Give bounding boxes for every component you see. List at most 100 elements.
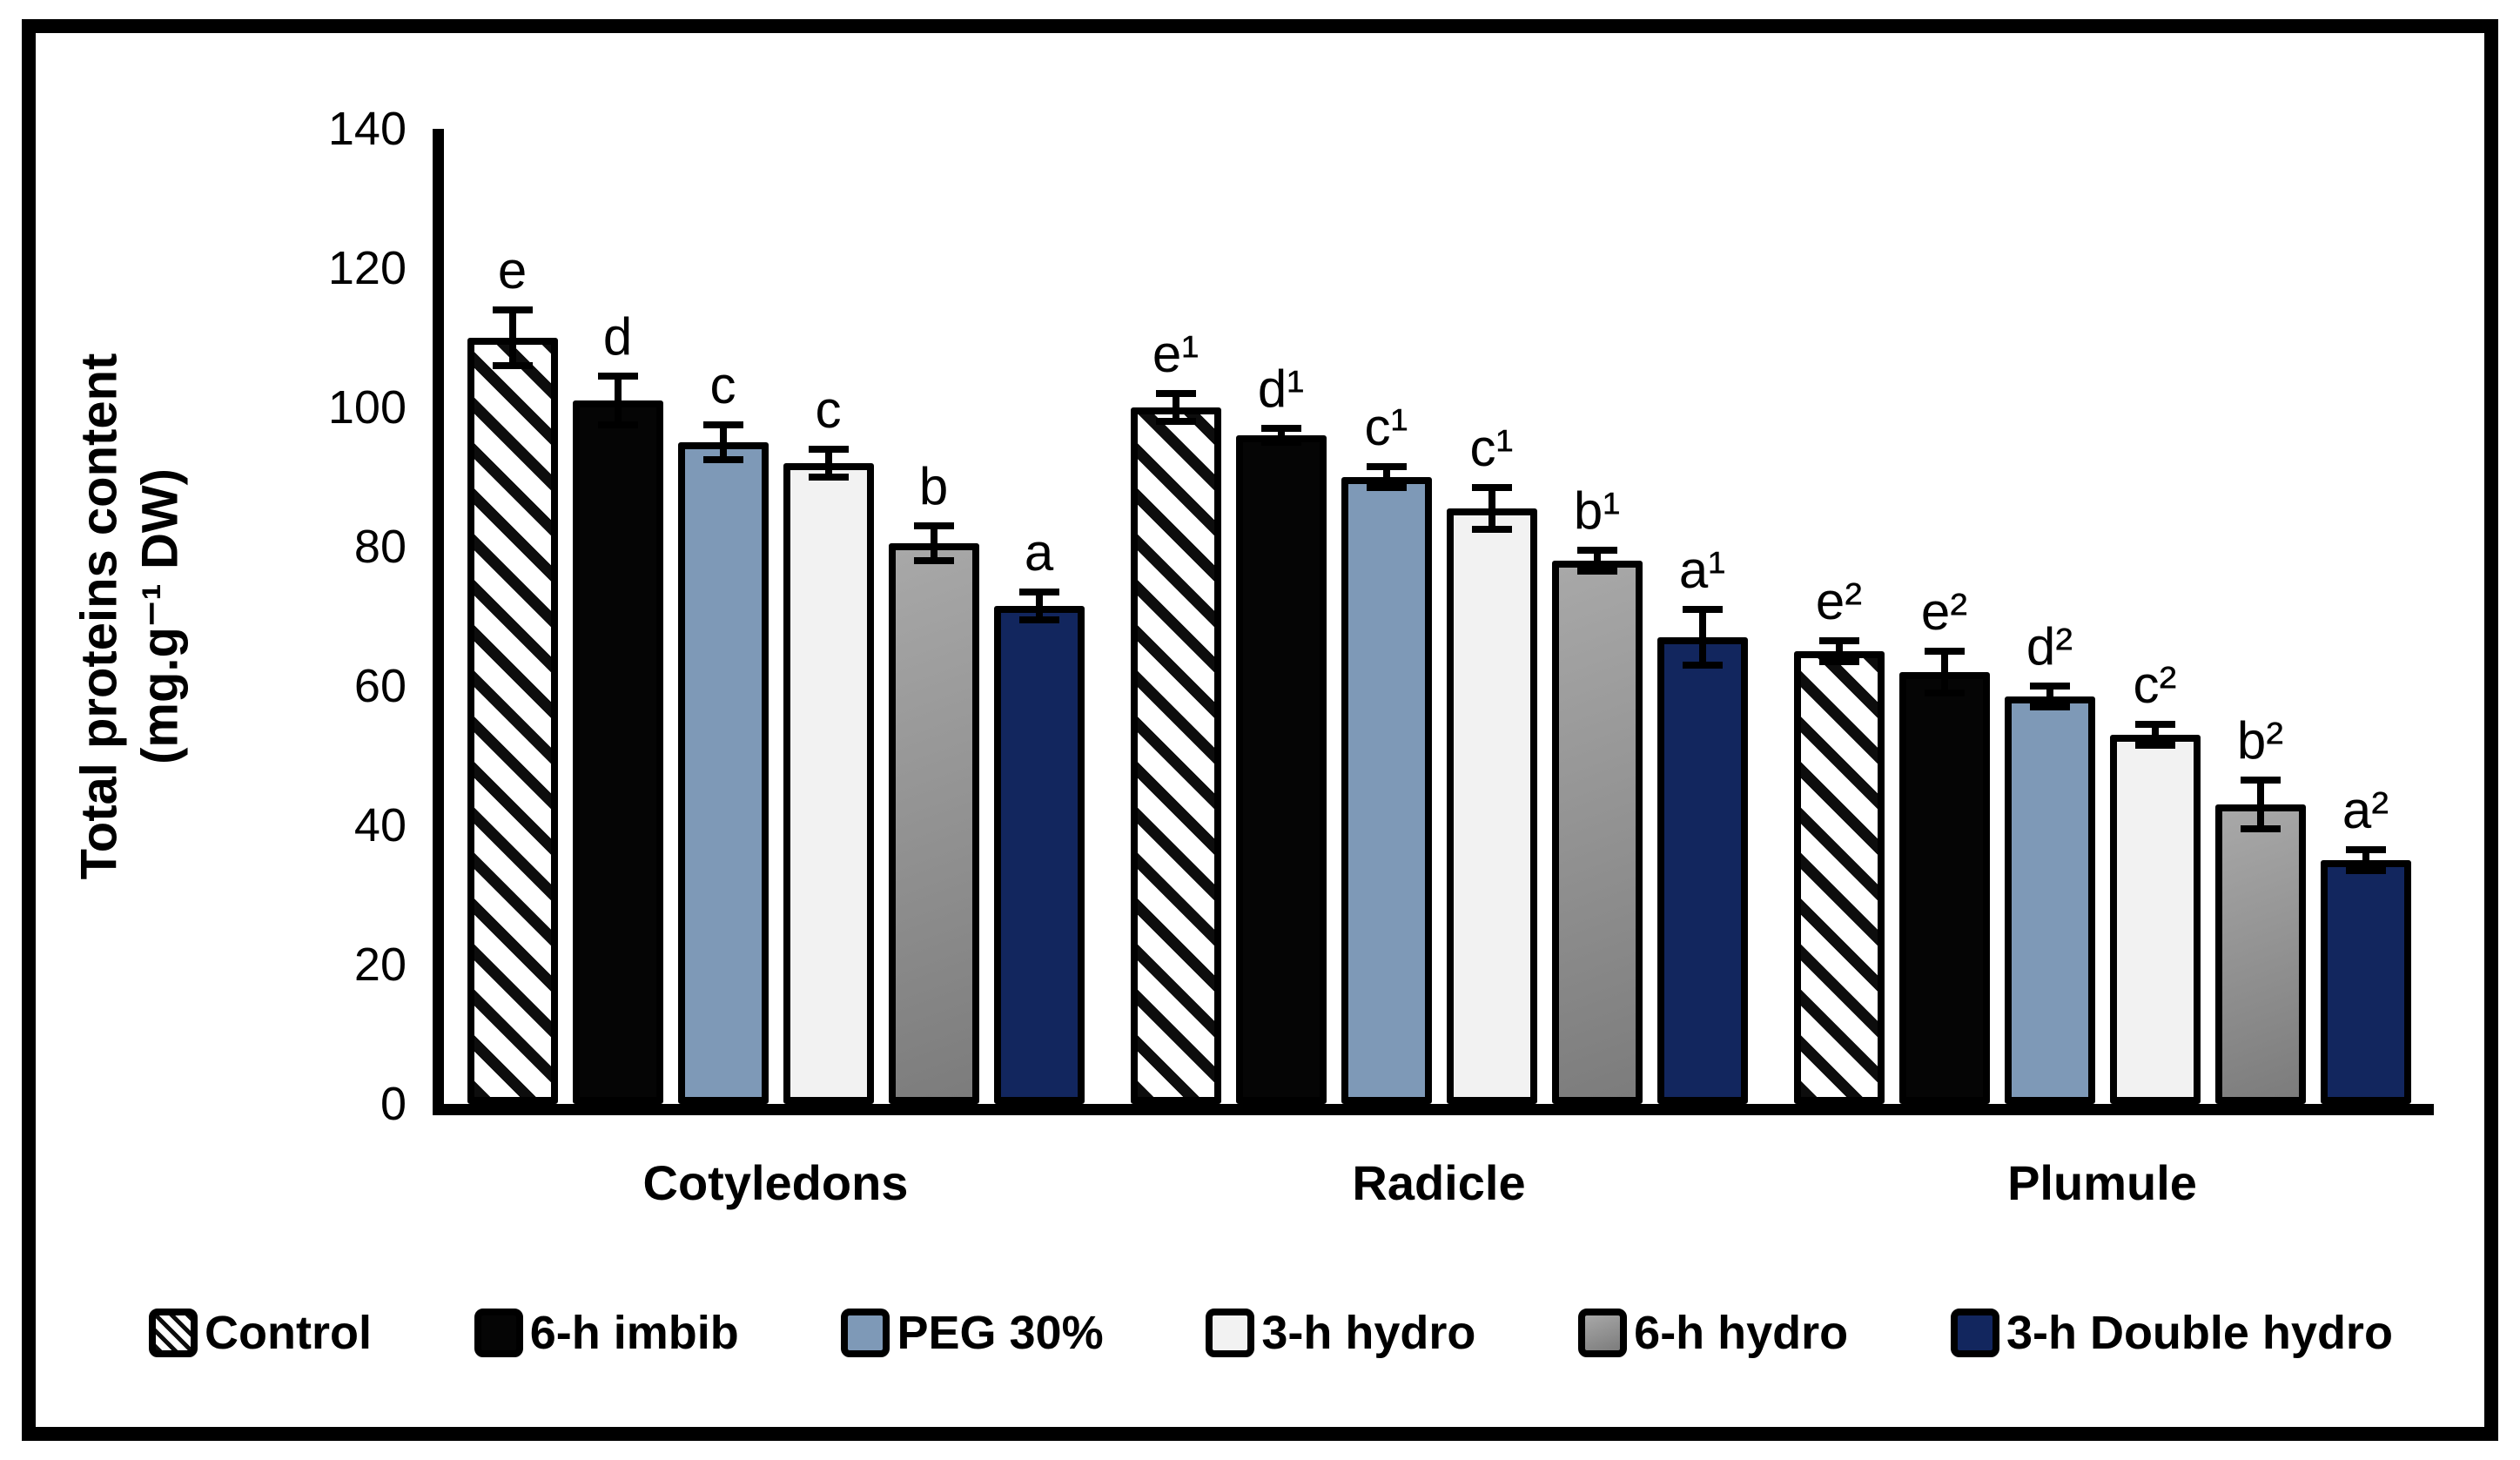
error-bar-cap-bottom xyxy=(1924,690,1965,696)
bar-6-h-hydro-plumule: b² xyxy=(2214,714,2306,1104)
bar-6-h-hydro-radicle: b¹ xyxy=(1551,484,1643,1104)
x-category-label-radicle: Radicle xyxy=(1352,1155,1526,1210)
error-bar-line xyxy=(1382,467,1390,488)
error-bar-cap-bottom xyxy=(913,557,954,564)
legend-label: Control xyxy=(205,1307,372,1359)
error-bar-cap-top xyxy=(1818,637,1859,644)
significance-letter: c² xyxy=(2133,656,2177,714)
error-bar-cap-bottom xyxy=(1576,568,1617,575)
error-bar-line xyxy=(2046,686,2053,707)
error-bar-line xyxy=(2151,724,2159,745)
error-bar-cap-top xyxy=(2240,777,2281,784)
legend-item-6-h-imbib: 6-h imbib xyxy=(474,1306,739,1360)
error-bar-cap-bottom xyxy=(2134,742,2175,749)
chart-canvas: Total proteins content (mg.g⁻¹ DW) 0 20 40… xyxy=(36,33,2484,1427)
legend-item-control: Control xyxy=(149,1306,372,1360)
legend-item-6-h-hydro: 6-h hydro xyxy=(1578,1306,1848,1360)
significance-letter: a² xyxy=(2342,781,2389,839)
error-bar-cap-top xyxy=(808,446,849,453)
legend: Control 6-h imbib PEG 30% 3-h hydro 6-h hydr… xyxy=(149,1294,2393,1372)
y-tick-label: 60 xyxy=(353,660,407,712)
significance-letter: b xyxy=(918,457,949,515)
bar-fill xyxy=(783,463,874,1104)
legend-label: 3-h Double hydro xyxy=(2006,1307,2393,1359)
bar-fill xyxy=(1235,435,1327,1104)
significance-letter: e¹ xyxy=(1152,325,1200,383)
significance-letter: c¹ xyxy=(1364,398,1408,456)
significance-letter: c xyxy=(709,356,736,414)
bar-peg-30--radicle: c¹ xyxy=(1341,400,1432,1104)
error-bar-cap-top xyxy=(1260,425,1301,432)
error-bar-cap-bottom xyxy=(1155,418,1196,425)
error-bar-cap-top xyxy=(702,421,743,428)
bar-3-h-double-hydro-cotyledons: a xyxy=(993,526,1085,1104)
error-bar-cap-bottom xyxy=(1818,658,1859,665)
y-tick-label: 0 xyxy=(380,1078,407,1130)
error-bar-cap-bottom xyxy=(1018,616,1059,623)
bar-fill xyxy=(467,338,558,1104)
legend-label: PEG 30% xyxy=(897,1307,1104,1359)
bar-group-cotyledons: e d c c b a xyxy=(444,129,1107,1104)
significance-letter: b² xyxy=(2236,711,2284,770)
error-bar-cap-top xyxy=(1576,547,1617,554)
bar-fill xyxy=(1341,477,1432,1104)
legend-item-peg-30-: PEG 30% xyxy=(841,1306,1104,1360)
error-bar-line xyxy=(1835,641,1843,662)
legend-swatch-icon xyxy=(474,1309,523,1357)
bar-groups: e d c c b a e¹ d¹ c¹ c¹ b¹ a¹ e² e² d² c² b² a² xyxy=(444,129,2434,1104)
x-category-label-cotyledons: Cotyledons xyxy=(642,1155,909,1210)
legend-label: 6-h imbib xyxy=(529,1307,739,1359)
error-bar-cap-bottom xyxy=(597,421,638,428)
error-bar-cap-bottom xyxy=(1260,439,1301,446)
y-tick-label: 100 xyxy=(327,381,407,434)
y-tick-label: 40 xyxy=(353,799,407,851)
legend-label: 6-h hydro xyxy=(1634,1307,1849,1359)
error-bar-cap-top xyxy=(2134,721,2175,728)
error-bar-cap-bottom xyxy=(1682,662,1723,669)
error-bar-line xyxy=(2362,850,2369,871)
error-bar-cap-bottom xyxy=(492,362,533,369)
bar-3-h-hydro-plumule: c² xyxy=(2109,658,2201,1104)
bar-fill xyxy=(677,442,769,1104)
bar-fill xyxy=(2214,804,2306,1104)
error-bar-cap-bottom xyxy=(2345,867,2386,874)
bar-3-h-double-hydro-plumule: a² xyxy=(2320,784,2411,1104)
bar-3-h-hydro-radicle: c¹ xyxy=(1446,421,1537,1104)
error-bar-cap-top xyxy=(597,373,638,380)
legend-swatch-icon xyxy=(1206,1309,1255,1357)
y-tick-label: 120 xyxy=(327,242,407,294)
plot-area xyxy=(433,129,2434,1115)
bar-fill xyxy=(2004,696,2095,1104)
bar-group-radicle: e¹ d¹ c¹ c¹ b¹ a¹ xyxy=(1107,129,1771,1104)
error-bar-cap-top xyxy=(1682,606,1723,613)
bar-fill xyxy=(572,400,663,1104)
error-bar-cap-bottom xyxy=(1366,484,1407,491)
bar-control-plumule: e² xyxy=(1793,575,1885,1104)
error-bar-cap-top xyxy=(1471,484,1512,491)
bar-3-h-hydro-cotyledons: c xyxy=(783,383,874,1104)
bar-6-h-imbib-radicle: d¹ xyxy=(1235,362,1327,1104)
bar-fill xyxy=(2320,860,2411,1104)
error-bar-cap-bottom xyxy=(808,474,849,481)
error-bar-line xyxy=(614,376,622,425)
legend-swatch-icon xyxy=(1950,1309,1999,1357)
bar-control-radicle: e¹ xyxy=(1130,327,1221,1104)
error-bar-line xyxy=(1172,394,1179,421)
legend-label: 3-h hydro xyxy=(1261,1307,1476,1359)
bar-6-h-hydro-cotyledons: b xyxy=(888,460,979,1104)
error-bar-line xyxy=(1940,651,1948,693)
bar-6-h-imbib-plumule: e² xyxy=(1898,585,1990,1104)
error-bar-cap-top xyxy=(913,522,954,529)
bar-fill xyxy=(1793,651,1885,1104)
bar-3-h-double-hydro-radicle: a¹ xyxy=(1656,543,1748,1104)
error-bar-line xyxy=(719,425,727,460)
error-bar-cap-top xyxy=(2345,846,2386,853)
error-bar-cap-bottom xyxy=(702,456,743,463)
error-bar-line xyxy=(1488,488,1495,529)
bar-6-h-imbib-cotyledons: d xyxy=(572,310,663,1104)
error-bar-cap-top xyxy=(1155,390,1196,397)
bar-group-plumule: e² e² d² c² b² a² xyxy=(1771,129,2434,1104)
significance-letter: d xyxy=(602,307,633,366)
figure-frame: Total proteins content (mg.g⁻¹ DW) 0 20 40… xyxy=(22,19,2498,1441)
error-bar-line xyxy=(1698,609,1706,665)
